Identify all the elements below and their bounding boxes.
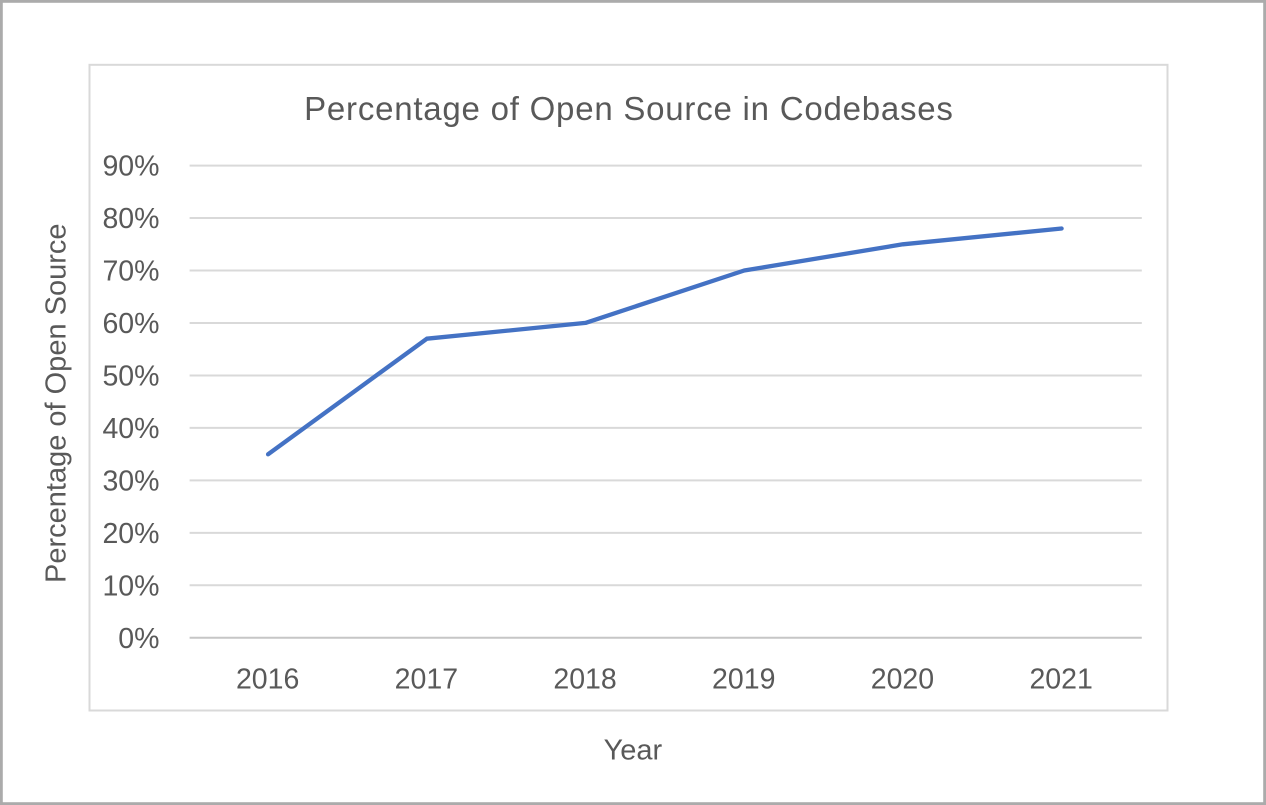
svg-text:40%: 40% bbox=[102, 413, 159, 445]
svg-text:Percentage of Open Source in C: Percentage of Open Source in Codebases bbox=[304, 90, 953, 127]
svg-text:20%: 20% bbox=[102, 518, 159, 550]
svg-text:2016: 2016 bbox=[236, 664, 299, 696]
svg-text:Percentage of Open Source: Percentage of Open Source bbox=[41, 223, 73, 583]
svg-text:0%: 0% bbox=[118, 623, 159, 655]
svg-text:2021: 2021 bbox=[1029, 664, 1092, 696]
svg-text:60%: 60% bbox=[102, 308, 159, 340]
svg-text:50%: 50% bbox=[102, 360, 159, 392]
svg-text:Year: Year bbox=[604, 734, 663, 766]
svg-text:90%: 90% bbox=[102, 151, 159, 183]
svg-text:2020: 2020 bbox=[871, 664, 934, 696]
svg-text:30%: 30% bbox=[102, 465, 159, 497]
svg-text:70%: 70% bbox=[102, 256, 159, 288]
svg-text:2019: 2019 bbox=[712, 664, 775, 696]
svg-text:2017: 2017 bbox=[395, 664, 458, 696]
svg-text:10%: 10% bbox=[102, 570, 159, 602]
svg-text:2018: 2018 bbox=[553, 664, 616, 696]
svg-text:80%: 80% bbox=[102, 203, 159, 235]
